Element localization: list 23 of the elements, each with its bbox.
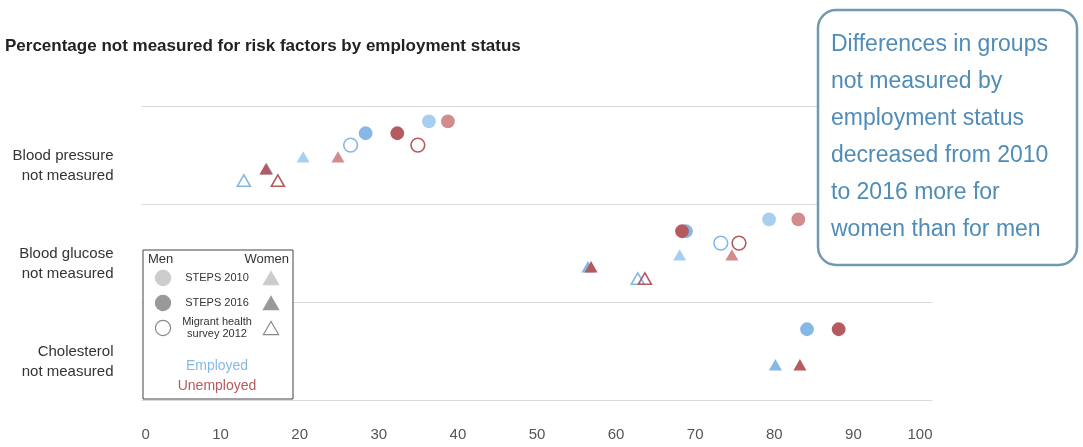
x-tick-label: 40	[449, 424, 467, 442]
x-tick-label: 60	[607, 424, 625, 442]
x-tick-label: 30	[370, 424, 388, 442]
annotation: STEPS 2016	[185, 296, 249, 308]
annotation: Differences in groups not measured by employment status decreased from 2010 to 2016 more for women than for men	[830, 30, 1049, 241]
annotation: STEPS 2010	[185, 271, 249, 283]
x-tick-label: 10	[212, 424, 229, 442]
y-tick-label: Cholesterol not measured	[21, 342, 114, 379]
annotation: Employed	[185, 357, 249, 373]
chart-title: Percentage not measured for risk factors by employment status	[5, 36, 521, 55]
x-tick-label: 80	[765, 424, 783, 442]
x-tick-label: 50	[528, 424, 546, 442]
x-tick-label: 0	[141, 424, 150, 442]
y-tick-label: Blood pressure not measured	[12, 146, 114, 183]
annotation: Migrant health survey 2012	[182, 315, 252, 339]
annotation: Men	[148, 251, 174, 266]
x-tick-label: 90	[845, 424, 862, 442]
x-tick-label: 20	[291, 424, 309, 442]
x-tick-label: 100	[907, 424, 933, 442]
y-tick-label: Blood glucose not measured	[19, 244, 114, 281]
x-tick-label: 70	[686, 424, 704, 442]
annotation: Women	[244, 251, 289, 266]
annotation: Unemployed	[177, 377, 257, 393]
